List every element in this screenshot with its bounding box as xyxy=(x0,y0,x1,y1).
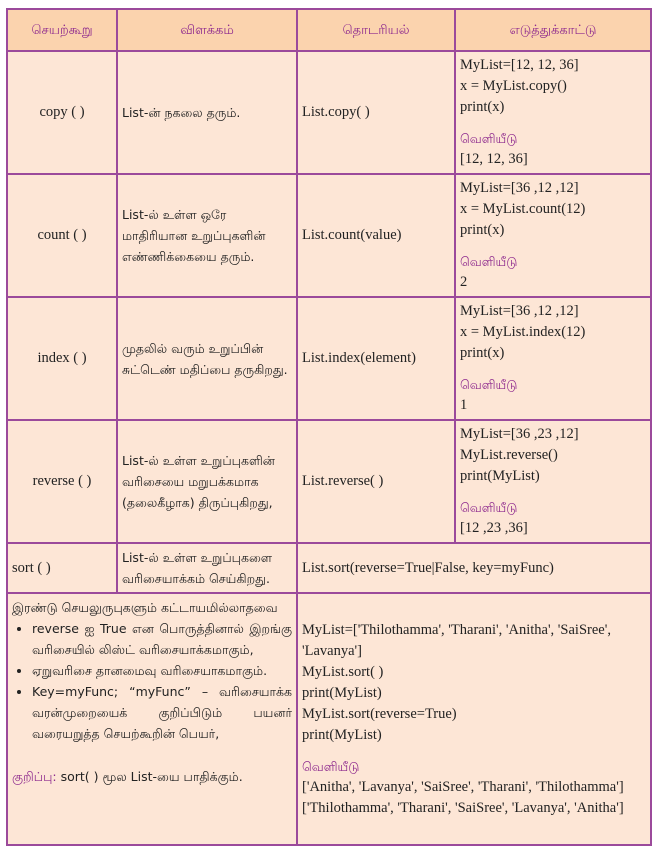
example: MyList=[36 ,12 ,12] x = MyList.index(12) p… xyxy=(454,296,652,421)
code-line: print(x) xyxy=(460,99,505,115)
table-row: இரண்டு செயலுருபுகளும் கட்டாயமில்லாதவை re… xyxy=(6,592,652,846)
output-line: ['Anitha', 'Lavanya', 'SaiSree', 'Tharan… xyxy=(302,778,624,795)
output-line: 1 xyxy=(460,397,468,413)
output-label: வெளியீடு xyxy=(302,758,360,774)
header-description: விளக்கம் xyxy=(116,8,298,52)
output-line: 2 xyxy=(460,274,468,290)
code-line: MyList.sort( ) xyxy=(302,663,384,680)
params-intro: இரண்டு செயலுருபுகளும் கட்டாயமில்லாதவை xyxy=(12,600,278,615)
syntax: List.reverse( ) xyxy=(296,419,456,544)
output-line: ['Thilothamma', 'Tharani', 'SaiSree', 'L… xyxy=(302,799,624,816)
table-row: copy ( ) List-ன் நகலை தரும். List.copy( … xyxy=(6,50,652,175)
function-name: copy ( ) xyxy=(6,50,118,175)
output-label: வெளியீடு xyxy=(460,254,518,269)
code-line: x = MyList.index(12) xyxy=(460,324,586,340)
note-label: குறிப்பு: xyxy=(12,769,57,784)
description: List-ல் உள்ள ஒரே மாதிரியான உறுப்புகளின் … xyxy=(116,173,298,298)
code-line: MyList=[36 ,23 ,12] xyxy=(460,426,579,442)
code-line: x = MyList.count(12) xyxy=(460,201,586,217)
table-row: count ( ) List-ல் உள்ள ஒரே மாதிரியான உறு… xyxy=(6,173,652,298)
function-name: index ( ) xyxy=(6,296,118,421)
bullet-item: Key=myFunc; “myFunc” – வரிசையாக்க வரன்மு… xyxy=(32,681,292,744)
description: List-ன் நகலை தரும். xyxy=(116,50,298,175)
description: முதலில் வரும் உறுப்பின் சுட்டெண் மதிப்பை… xyxy=(116,296,298,421)
example: MyList=[36 ,12 ,12] x = MyList.count(12) p… xyxy=(454,173,652,298)
header-syntax: தொடரியல் xyxy=(296,8,456,52)
function-name: reverse ( ) xyxy=(6,419,118,544)
header-function: செயற்கூறு xyxy=(6,8,118,52)
table-row: sort ( ) List-ல் உள்ள உறுப்புகளை வரிசையா… xyxy=(6,542,652,594)
code-line: MyList=[12, 12, 36] xyxy=(460,57,579,73)
note-text: sort( ) மூல List-யை பாதிக்கும். xyxy=(56,769,243,784)
function-name: count ( ) xyxy=(6,173,118,298)
code-line: MyList=['Thilothamma', 'Tharani', 'Anith… xyxy=(302,621,611,659)
sort-details: இரண்டு செயலுருபுகளும் கட்டாயமில்லாதவை re… xyxy=(6,592,298,846)
code-line: print(MyList) xyxy=(302,684,382,701)
syntax: List.count(value) xyxy=(296,173,456,298)
description: List-ல் உள்ள உறுப்புகளை வரிசையாக்கம் செய… xyxy=(116,542,298,594)
code-line: print(x) xyxy=(460,222,505,238)
table-row: index ( ) முதலில் வரும் உறுப்பின் சுட்டெ… xyxy=(6,296,652,421)
code-line: MyList=[36 ,12 ,12] xyxy=(460,180,579,196)
header-row: செயற்கூறு விளக்கம் தொடரியல் எடுத்துக்காட… xyxy=(6,8,652,52)
code-line: MyList=[36 ,12 ,12] xyxy=(460,303,579,319)
output-line: [12, 12, 36] xyxy=(460,151,528,167)
syntax: List.copy( ) xyxy=(296,50,456,175)
code-line: MyList.reverse() xyxy=(460,447,558,463)
example: MyList=['Thilothamma', 'Tharani', 'Anith… xyxy=(296,592,652,846)
example: MyList=[36 ,23 ,12] MyList.reverse() print… xyxy=(454,419,652,544)
code-line: print(MyList) xyxy=(460,468,540,484)
function-name: sort ( ) xyxy=(6,542,118,594)
code-line: print(x) xyxy=(460,345,505,361)
syntax: List.sort(reverse=True|False, key=myFunc… xyxy=(296,542,652,594)
output-label: வெளியீடு xyxy=(460,500,518,515)
output-line: [12 ,23 ,36] xyxy=(460,520,528,536)
code-line: MyList.sort(reverse=True) xyxy=(302,705,457,722)
table-row: reverse ( ) List-ல் உள்ள உறுப்புகளின் வர… xyxy=(6,419,652,544)
example: MyList=[12, 12, 36] x = MyList.copy() prin… xyxy=(454,50,652,175)
header-example: எடுத்துக்காட்டு xyxy=(454,8,652,52)
code-line: print(MyList) xyxy=(302,726,382,743)
output-label: வெளியீடு xyxy=(460,131,518,146)
output-label: வெளியீடு xyxy=(460,377,518,392)
list-methods-table: செயற்கூறு விளக்கம் தொடரியல் எடுத்துக்காட… xyxy=(6,8,652,846)
bullet-item: ஏறுவரிசை தானமைவு வரிசையாகமாகும். xyxy=(32,660,292,681)
syntax: List.index(element) xyxy=(296,296,456,421)
code-line: x = MyList.copy() xyxy=(460,78,567,94)
bullet-item: reverse ஐ True என பொருத்தினால் இறங்கு வர… xyxy=(32,618,292,660)
description: List-ல் உள்ள உறுப்புகளின் வரிசையை மறுபக்… xyxy=(116,419,298,544)
